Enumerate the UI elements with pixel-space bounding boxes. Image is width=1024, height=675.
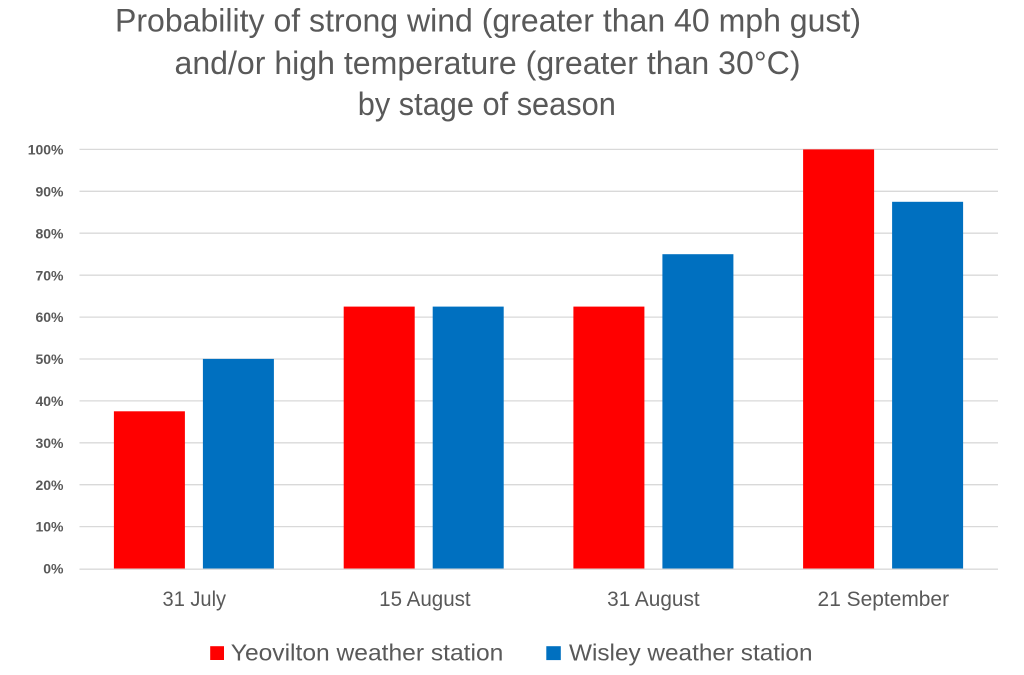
svg-text:70%: 70% [35, 267, 64, 283]
svg-text:Probability of strong wind (gr: Probability of strong wind (greater than… [115, 3, 861, 39]
svg-text:and/or high temperature (great: and/or high temperature (greater than 30… [175, 45, 801, 81]
svg-text:50%: 50% [35, 351, 64, 367]
svg-text:Yeovilton weather station: Yeovilton weather station [231, 639, 504, 665]
svg-text:31 August: 31 August [607, 588, 700, 611]
svg-text:80%: 80% [35, 225, 64, 241]
svg-text:by stage of season: by stage of season [358, 86, 616, 122]
svg-text:40%: 40% [35, 393, 64, 409]
svg-text:60%: 60% [35, 309, 64, 325]
svg-text:100%: 100% [28, 142, 64, 158]
svg-text:31 July: 31 July [163, 588, 227, 611]
svg-text:15 August: 15 August [379, 588, 471, 611]
svg-text:0%: 0% [43, 561, 64, 577]
svg-text:90%: 90% [35, 183, 64, 199]
svg-text:20%: 20% [35, 477, 64, 493]
svg-text:21 September: 21 September [818, 588, 950, 611]
svg-text:Wisley weather station: Wisley weather station [569, 639, 813, 665]
svg-text:30%: 30% [35, 435, 64, 451]
svg-text:10%: 10% [35, 519, 64, 535]
